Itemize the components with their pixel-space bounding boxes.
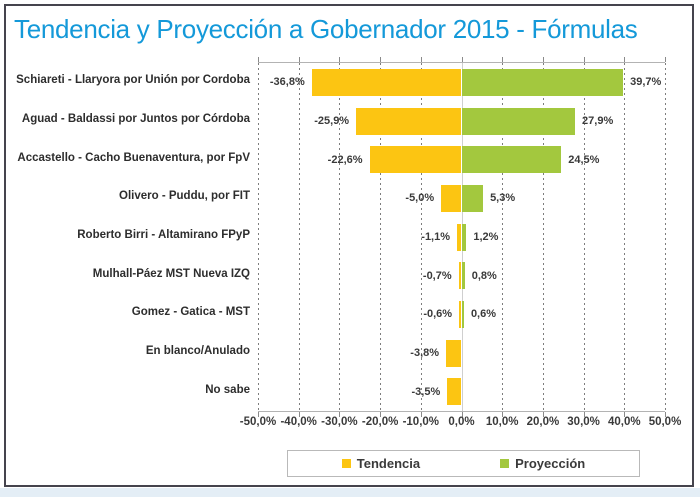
x-axis-label: -40,0% xyxy=(280,416,317,428)
gridline xyxy=(420,63,422,411)
gridline xyxy=(583,63,585,411)
bar-tendencia xyxy=(447,378,462,406)
tendencia-swatch-icon xyxy=(341,459,351,468)
axis-tick xyxy=(298,412,300,417)
gridline xyxy=(542,63,544,411)
bar-proyeccion xyxy=(461,146,562,174)
gridline xyxy=(258,63,259,411)
x-axis-label: -10,0% xyxy=(402,416,440,428)
bar-tendencia xyxy=(457,223,462,251)
chart-legend: Tendencia Proyección xyxy=(287,450,640,477)
bar-tendencia xyxy=(458,262,462,290)
bar-tendencia xyxy=(446,339,462,367)
gridline xyxy=(624,63,626,411)
axis-tick xyxy=(298,57,300,62)
category-label: Olivero - Puddu, por FIT xyxy=(119,190,250,203)
x-axis-label: -30,0% xyxy=(321,416,358,428)
chart-title: Tendencia y Proyección a Gobernador 2015… xyxy=(14,14,638,44)
gridline xyxy=(298,63,300,411)
bar-proyeccion xyxy=(461,223,467,251)
axis-tick xyxy=(339,57,341,62)
x-axis-label: 40,0% xyxy=(607,416,641,428)
category-label: Roberto Birri - Altamirano FPyP xyxy=(77,229,250,241)
proyeccion-value-label: 1,2% xyxy=(473,231,499,243)
bar-tendencia xyxy=(356,107,462,135)
category-label: En blanco/Anulado xyxy=(145,345,250,357)
x-axis-label: 10,0% xyxy=(485,416,519,428)
tendencia-value-label: -5,0% xyxy=(405,192,435,205)
diverging-bar-chart: Schiareti - Llaryora por Unión por Cordo… xyxy=(0,57,700,428)
x-axis-label: 0,0% xyxy=(448,416,475,428)
axis-tick xyxy=(420,412,422,417)
proyeccion-value-label: 5,3% xyxy=(490,192,516,205)
tendencia-value-label: -36,8% xyxy=(269,76,305,89)
proyeccion-value-label: 24,5% xyxy=(568,153,600,166)
axis-tick xyxy=(583,57,585,62)
plot-area: -36,8% 39,7% -25,9% 27,9% -22,6% 24,5% -5,0% 5,… xyxy=(258,57,666,417)
bar-proyeccion xyxy=(461,68,624,96)
axis-tick xyxy=(583,412,585,417)
axis-tick xyxy=(542,412,544,417)
axis-tick xyxy=(624,412,626,417)
proyeccion-value-label: 0,6% xyxy=(470,308,497,321)
x-axis-label: -20,0% xyxy=(361,416,399,428)
legend-entry-tendencia: Tendencia xyxy=(341,456,421,471)
gridline xyxy=(502,63,504,411)
axis-tick xyxy=(461,57,463,62)
tendencia-value-label: -22,6% xyxy=(327,153,363,166)
bar-proyeccion xyxy=(461,300,464,328)
x-axis-label: 20,0% xyxy=(526,416,560,428)
category-label: No sabe xyxy=(205,383,250,396)
axis-tick xyxy=(258,412,259,417)
category-label: Schiareti - Llaryora por Unión por Cordo… xyxy=(16,74,250,87)
x-axis: -50,0% -40,0% -30,0% -20,0% -10,0% 0,0% 10,0% 2… xyxy=(240,416,682,432)
category-label: Accastello - Cacho Buenaventura, por FpV xyxy=(17,151,250,164)
gridline xyxy=(665,63,666,411)
legend-label-proyeccion: Proyección xyxy=(515,456,586,471)
tendencia-value-label: -3,5% xyxy=(411,385,441,398)
proyeccion-value-label: 0,8% xyxy=(471,269,497,282)
category-label: Mulhall-Páez MST Nueva IZQ xyxy=(92,267,250,280)
bar-proyeccion xyxy=(461,184,484,212)
bar-tendencia xyxy=(459,300,462,328)
axis-tick xyxy=(542,57,544,62)
bottom-strip xyxy=(0,488,700,497)
axis-tick xyxy=(339,412,341,417)
bar-proyeccion xyxy=(461,107,576,135)
legend-entry-proyeccion: Proyección xyxy=(500,456,585,471)
x-axis-label: -50,0% xyxy=(239,416,277,428)
x-axis-label: 30,0% xyxy=(567,416,600,428)
x-axis-label: 50,0% xyxy=(648,416,682,428)
bar-tendencia xyxy=(441,184,462,212)
tendencia-value-label: -0,7% xyxy=(422,269,452,282)
tendencia-value-label: -1,1% xyxy=(421,231,451,243)
axis-tick xyxy=(258,57,259,62)
category-label: Aguad - Baldassi por Juntos por Córdoba xyxy=(21,113,250,125)
axis-tick xyxy=(665,412,666,417)
proyeccion-value-label: 39,7% xyxy=(630,76,662,89)
proyeccion-value-label: 27,9% xyxy=(582,115,614,127)
axis-tick xyxy=(624,57,626,62)
axis-tick xyxy=(380,57,382,62)
axis-tick xyxy=(461,412,463,417)
tendencia-value-label: -3,8% xyxy=(410,347,440,359)
gridline xyxy=(380,63,382,411)
proyeccion-swatch-icon xyxy=(500,459,510,468)
axis-tick xyxy=(420,57,422,62)
category-label: Gomez - Gatica - MST xyxy=(131,306,250,319)
bar-tendencia xyxy=(311,68,462,96)
axis-tick xyxy=(502,57,504,62)
axis-tick xyxy=(380,412,382,417)
tendencia-value-label: -25,9% xyxy=(314,115,350,127)
category-labels: Schiareti - Llaryora por Unión por Cordo… xyxy=(0,62,250,410)
axis-tick xyxy=(665,57,666,62)
legend-label-tendencia: Tendencia xyxy=(356,456,421,471)
axis-tick xyxy=(502,412,504,417)
gridline xyxy=(339,63,341,411)
bar-proyeccion xyxy=(461,262,465,290)
bar-tendencia xyxy=(369,146,462,174)
tendencia-value-label: -0,6% xyxy=(423,308,453,321)
